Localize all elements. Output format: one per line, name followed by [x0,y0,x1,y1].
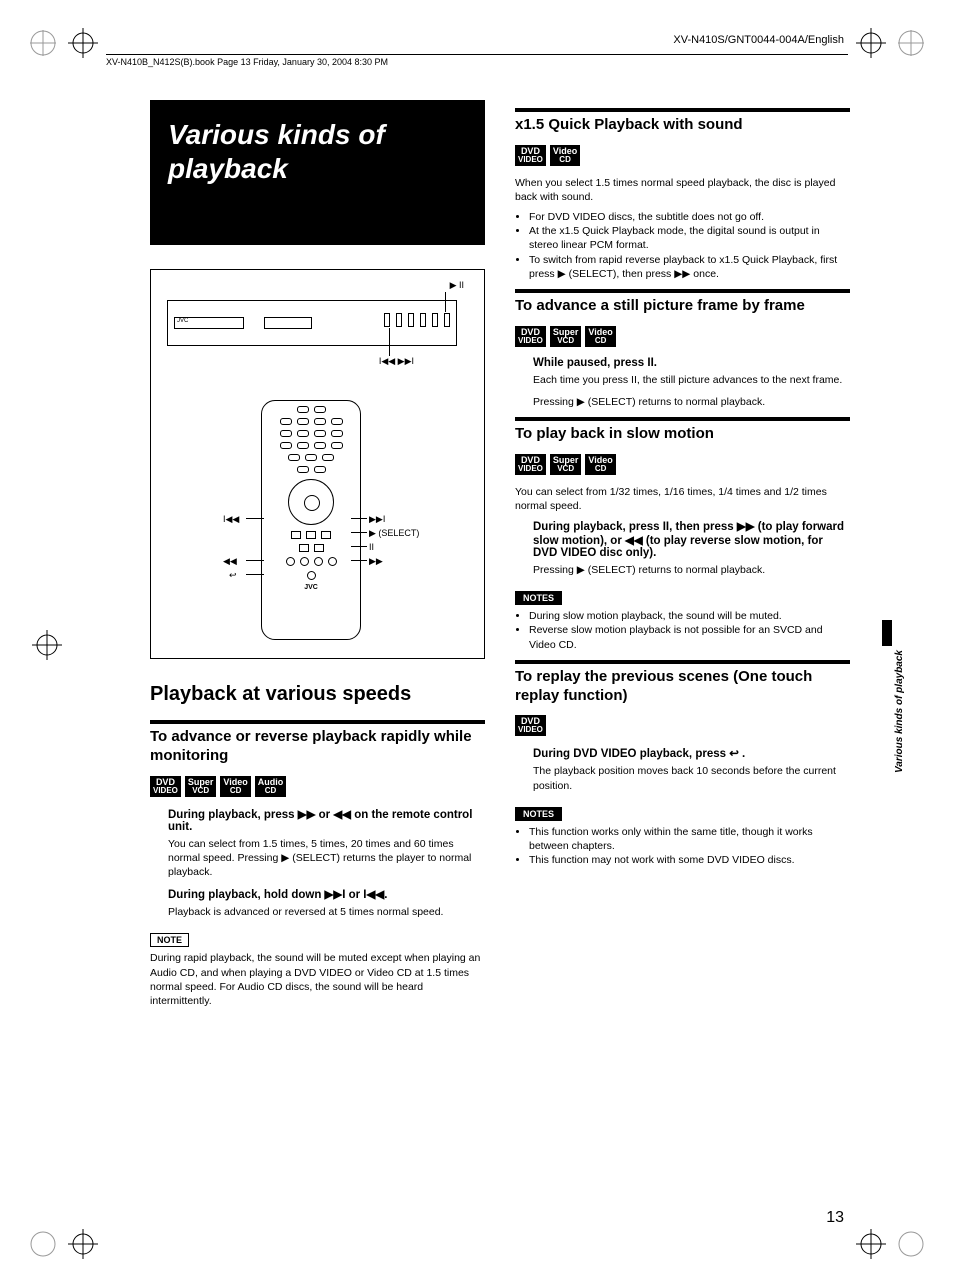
device-diagram: JVC ▶ II I◀◀ ▶▶I [150,269,485,659]
badge-dvd-video: DVDVIDEO [515,145,546,166]
doc-header-right: XV-N410S/GNT0044-004A/English [673,34,844,46]
s3-note-1: During slow motion playback, the sound w… [529,609,850,623]
s3-step-heading: During playback, press II, then press ▶▶… [533,519,850,559]
diagram-label-ff: ▶▶ [369,556,383,567]
badge-video-cd: VideoCD [550,145,580,166]
badge-super-vcd: SuperVCD [550,454,582,475]
dvd-player-outline: JVC [167,300,457,346]
diagram-label-prevnext: I◀◀ ▶▶I [379,356,414,367]
diagram-label-select: ▶ (SELECT) [369,528,419,539]
s3-notes: During slow motion playback, the sound w… [529,609,850,652]
diagram-label-pause: II [369,542,374,552]
remote-outline: JVC [261,400,361,640]
s4-step-body: The playback position moves back 10 seco… [533,764,850,792]
left-column: Various kinds of playback JVC ▶ II I◀◀ ▶… [150,100,485,1014]
step1-heading: During playback, press ▶▶ or ◀◀ on the r… [168,807,485,833]
badge-video-cd: VideoCD [220,776,250,797]
badge-audio-cd: AudioCD [255,776,287,797]
s1-bullet-2: At the x1.5 Quick Playback mode, the dig… [529,224,850,252]
badge-super-vcd: SuperVCD [185,776,217,797]
right-column: x1.5 Quick Playback with sound DVDVIDEO … [515,100,850,1014]
print-mark-ml [32,630,62,660]
section-heading-speeds: Playback at various speeds [150,683,485,706]
badge-dvd-video: DVDVIDEO [515,715,546,736]
subheading-replay: To replay the previous scenes (One touch… [515,660,850,706]
format-badges-s3: DVDVIDEO SuperVCD VideoCD [515,454,850,475]
print-mark-tr [856,28,926,58]
page-content: Various kinds of playback JVC ▶ II I◀◀ ▶… [150,100,850,1014]
badge-dvd-video: DVDVIDEO [515,326,546,347]
side-tab: Various kinds of playback [874,620,892,820]
s1-bullet-3: To switch from rapid reverse playback to… [529,253,850,281]
doc-header-file: XV-N410B_N412S(B).book Page 13 Friday, J… [106,54,848,67]
format-badges-s2: DVDVIDEO SuperVCD VideoCD [515,326,850,347]
s1-bullets: For DVD VIDEO discs, the subtitle does n… [529,210,850,281]
diagram-label-rw: ◀◀ [223,556,237,567]
diagram-label-return: ↩ [229,570,237,581]
subheading-advance-reverse: To advance or reverse playback rapidly w… [150,720,485,766]
remote-brand: JVC [262,584,360,591]
s1-bullet-1: For DVD VIDEO discs, the subtitle does n… [529,210,850,224]
diagram-label-playpause: ▶ II [450,280,464,291]
subheading-slow-motion: To play back in slow motion [515,417,850,444]
badge-super-vcd: SuperVCD [550,326,582,347]
note-body: During rapid playback, the sound will be… [150,951,485,1008]
s3-intro: You can select from 1/32 times, 1/16 tim… [515,485,850,513]
subheading-quick-playback: x1.5 Quick Playback with sound [515,108,850,135]
s3-step-body: Pressing ▶ (SELECT) returns to normal pl… [533,563,850,577]
s4-note-2: This function may not work with some DVD… [529,853,850,867]
format-badges-1: DVDVIDEO SuperVCD VideoCD AudioCD [150,776,485,797]
format-badges-s4: DVDVIDEO [515,715,850,736]
s4-notes-label: NOTES [515,807,562,821]
diagram-label-prev: I◀◀ [223,514,239,525]
subheading-still-frame: To advance a still picture frame by fram… [515,289,850,316]
print-mark-tl [28,28,98,58]
s1-intro: When you select 1.5 times normal speed p… [515,176,850,204]
s2-step-body2: Pressing ▶ (SELECT) returns to normal pl… [533,395,850,409]
note-label: NOTE [150,933,189,947]
dvd-tray [264,317,312,329]
s4-note-1: This function works only within the same… [529,825,850,853]
badge-video-cd: VideoCD [585,326,615,347]
s4-step-heading: During DVD VIDEO playback, press ↩ . [533,746,850,760]
page-number: 13 [826,1209,844,1227]
badge-dvd-video: DVDVIDEO [150,776,181,797]
print-mark-bl [28,1229,98,1259]
dvd-display: JVC [174,317,244,329]
s3-notes-label: NOTES [515,591,562,605]
step2-body: Playback is advanced or reversed at 5 ti… [168,905,485,919]
s2-step-body1: Each time you press II, the still pictur… [533,373,850,387]
s3-note-2: Reverse slow motion playback is not poss… [529,623,850,651]
s4-notes: This function works only within the same… [529,825,850,868]
chapter-title: Various kinds of playback [150,100,485,245]
step1-body: You can select from 1.5 times, 5 times, … [168,837,485,880]
badge-dvd-video: DVDVIDEO [515,454,546,475]
step2-heading: During playback, hold down ▶▶I or I◀◀. [168,887,485,901]
badge-video-cd: VideoCD [585,454,615,475]
print-mark-br [856,1229,926,1259]
diagram-label-next: ▶▶I [369,514,385,525]
format-badges-s1: DVDVIDEO VideoCD [515,145,850,166]
side-tab-text: Various kinds of playback [894,650,905,773]
s2-step-heading: While paused, press II. [533,357,850,369]
dvd-front-buttons [384,313,450,327]
